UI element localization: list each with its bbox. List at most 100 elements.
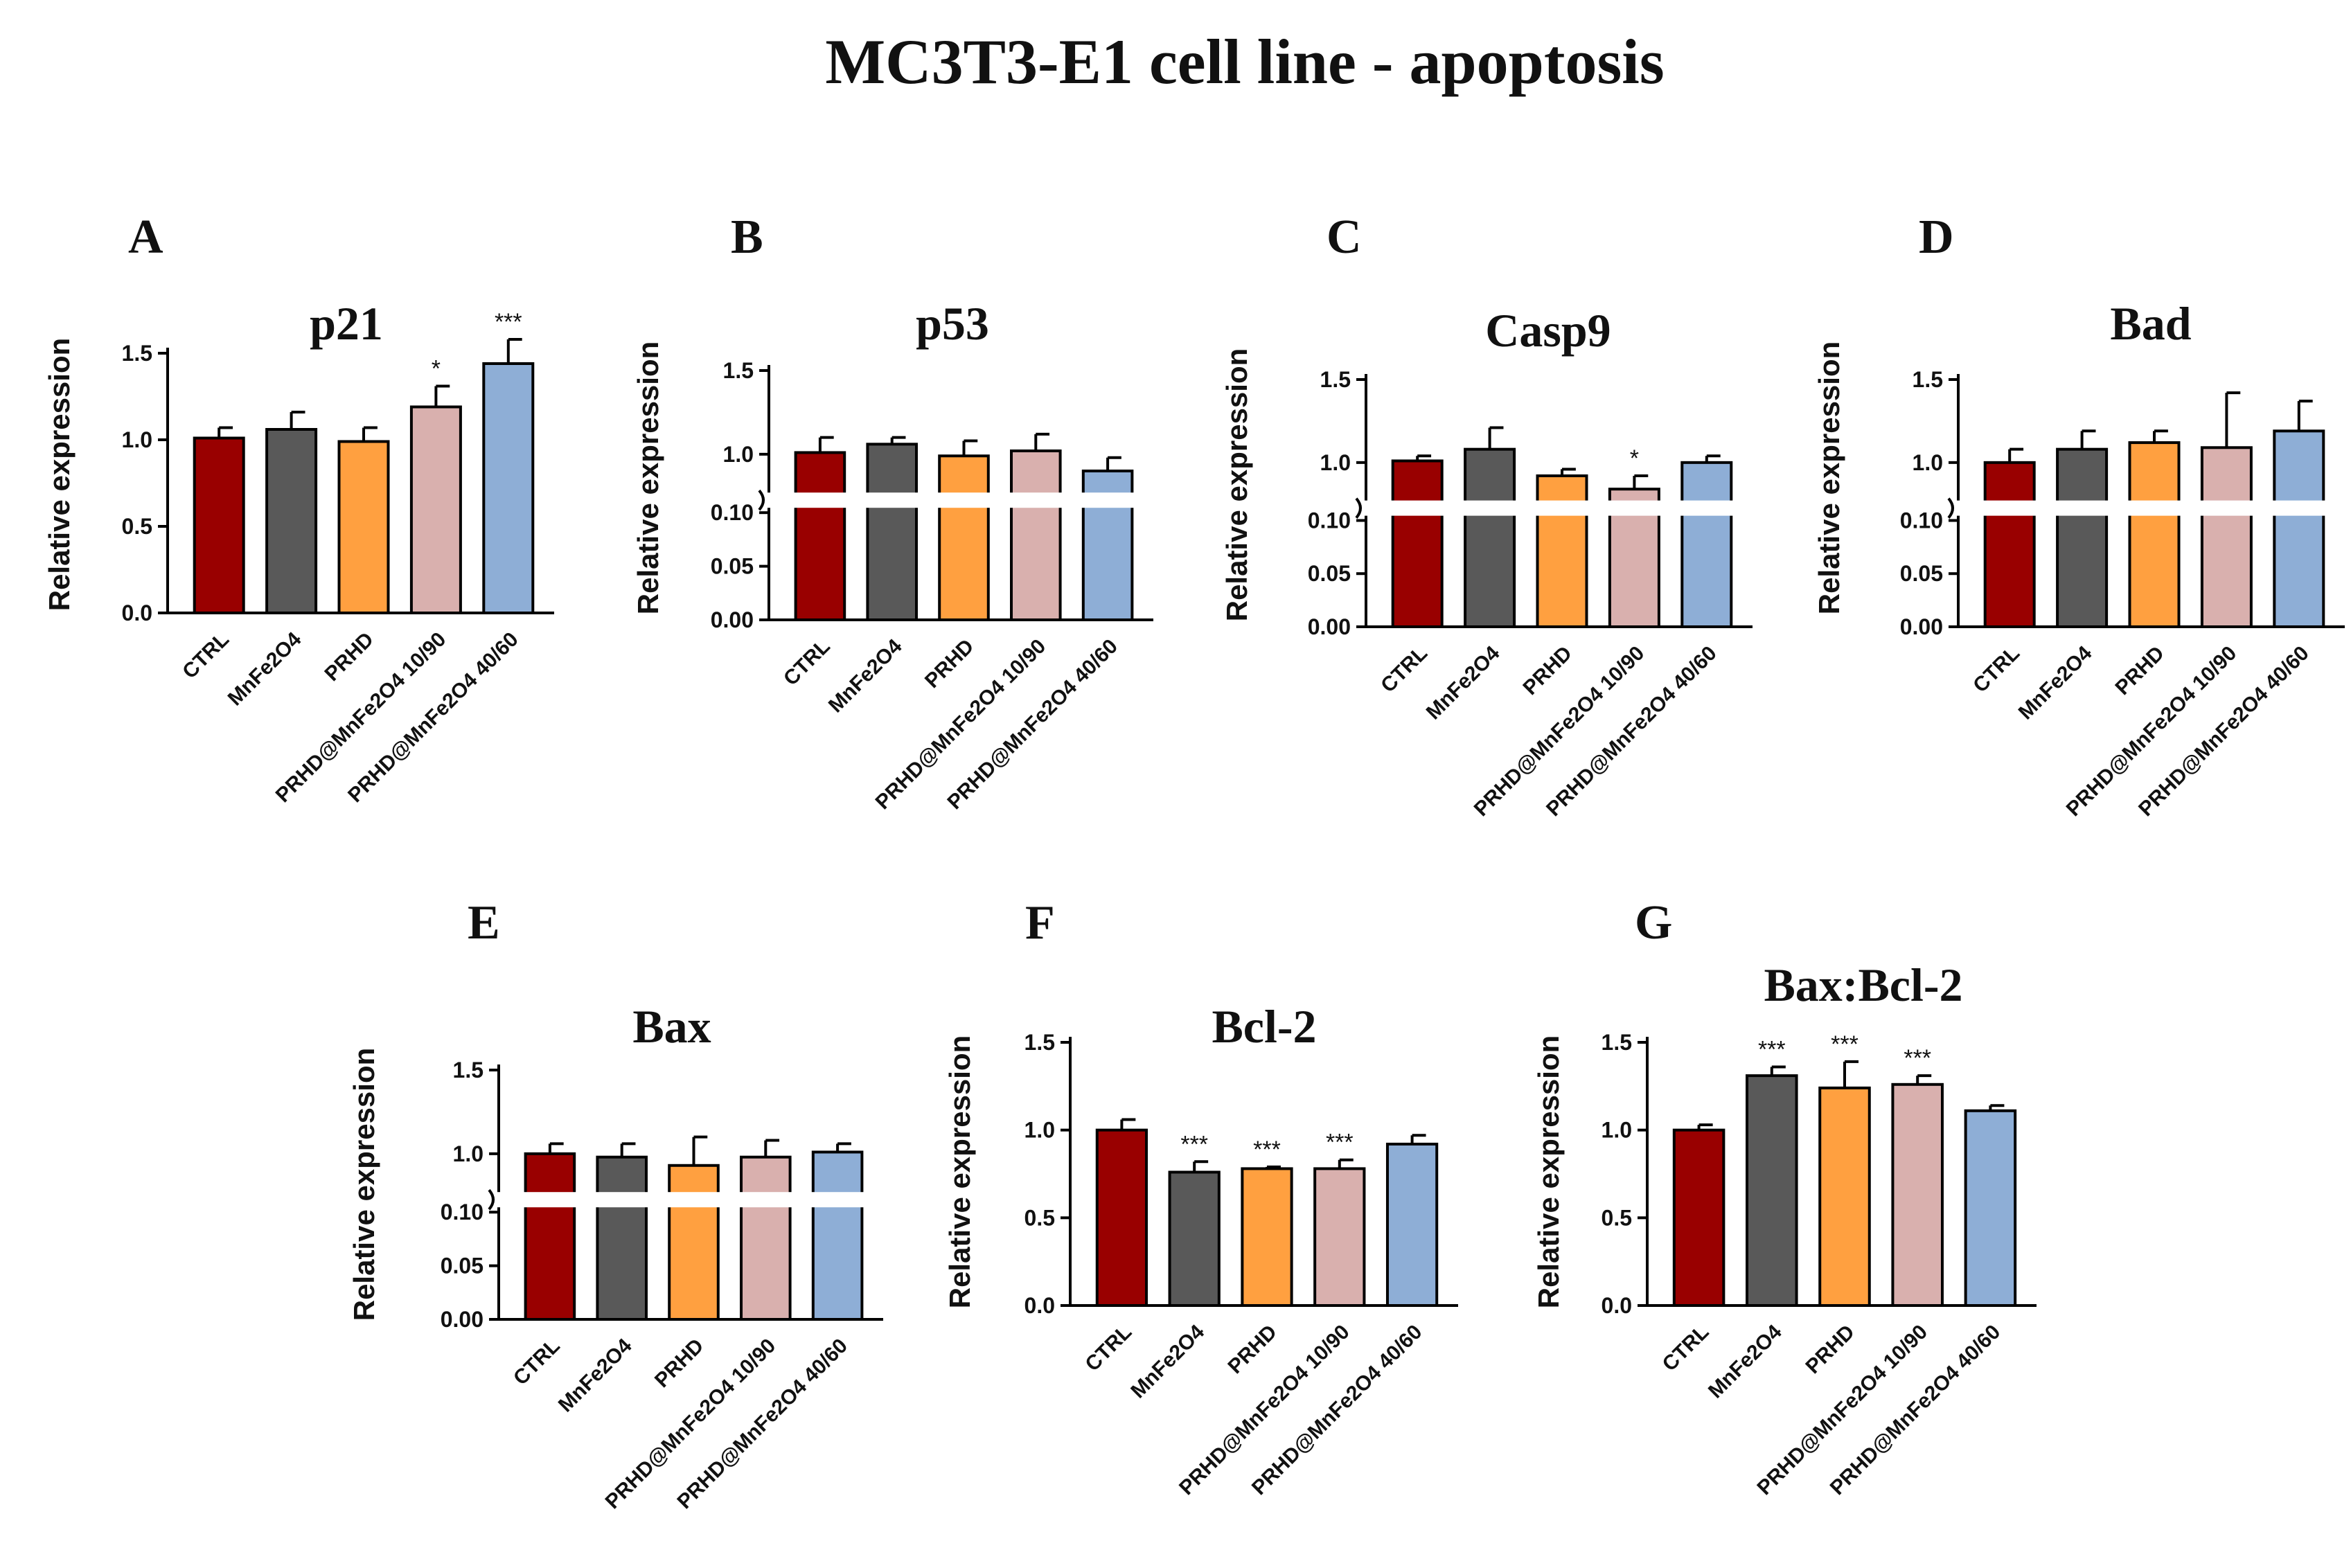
axis-break-mark [1947, 497, 1954, 519]
panel-letter: A [128, 211, 163, 264]
category-label: CTRL [1658, 1321, 1714, 1376]
bar [866, 443, 918, 622]
panel-D: D Bad Relative expression 0.00 0.05 0.10 1.0 1.… [1813, 211, 2351, 821]
category-label: MnFe2O4 [1422, 641, 1505, 724]
bar [938, 454, 990, 621]
panel-G: G Bax:Bcl-2 Relative expression 0.0 0.5 1.0 1.… [1532, 896, 2037, 1499]
axis-break-band [1954, 500, 2351, 516]
bar [1391, 459, 1444, 628]
bar [2128, 441, 2181, 628]
y-tick-label: 1.0 [1602, 1118, 1632, 1143]
category-label: PRHD [2111, 642, 2169, 700]
y-tick-label: 0.10 [711, 500, 754, 525]
category-label: MnFe2O4 [1126, 1320, 1209, 1402]
y-tick-label: 1.5 [1913, 367, 1943, 392]
y-axis-label: Relative expression [943, 1035, 976, 1309]
y-tick-label: 1.0 [1913, 450, 1943, 475]
y-tick-label: 1.5 [453, 1058, 483, 1083]
bar [1964, 1109, 2017, 1308]
y-axis-label: Relative expression [1813, 341, 1845, 615]
bar [1818, 1086, 1871, 1308]
bar [524, 1152, 576, 1321]
significance-label: *** [495, 309, 522, 335]
y-tick-label: 1.5 [723, 358, 754, 383]
y-tick-label: 1.5 [1320, 367, 1351, 392]
axis-break-mark [1355, 497, 1362, 519]
axis-break-mark [488, 1188, 495, 1211]
significance-label: *** [1253, 1137, 1281, 1163]
bar [794, 451, 846, 621]
panel-letter: E [468, 896, 500, 950]
category-label: PRHD [921, 635, 978, 693]
y-tick-label: 0.5 [122, 514, 152, 539]
bar [193, 436, 245, 614]
bar [2056, 447, 2109, 628]
chart-title: p21 [310, 297, 383, 350]
panel-letter: B [731, 211, 763, 264]
main-title: MC3T3-E1 cell line - apoptosis [825, 26, 1664, 97]
category-label: CTRL [1969, 642, 2024, 697]
bar [596, 1155, 648, 1321]
axis-break-mark [758, 489, 765, 511]
significance-label: *** [1326, 1130, 1354, 1156]
bar [409, 405, 462, 614]
category-label: CTRL [509, 1335, 565, 1390]
y-tick-label: 1.0 [1024, 1118, 1055, 1143]
significance-label: *** [1180, 1131, 1208, 1157]
chart-title: Casp9 [1485, 304, 1611, 357]
y-axis-label: Relative expression [348, 1048, 380, 1321]
bar [482, 362, 535, 614]
y-axis-label: Relative expression [632, 341, 664, 615]
y-tick-label: 0.05 [1900, 561, 1943, 586]
chart-title: Bcl-2 [1212, 1000, 1316, 1053]
bar [1983, 461, 2036, 628]
bar [1464, 447, 1516, 628]
category-label: CTRL [178, 628, 233, 684]
bar [1536, 474, 1588, 628]
bar [1746, 1074, 1798, 1307]
y-tick-label: 0.0 [1602, 1293, 1632, 1318]
category-label: PRHD [650, 1335, 708, 1392]
y-axis-label: Relative expression [1532, 1035, 1565, 1309]
y-tick-label: 0.5 [1024, 1205, 1055, 1230]
bar [1891, 1083, 1944, 1308]
y-tick-label: 0.10 [1900, 508, 1943, 533]
panel-letter: G [1635, 896, 1672, 950]
chart-title: Bax [632, 1000, 711, 1053]
y-tick-label: 0.5 [1602, 1205, 1632, 1230]
bar [668, 1164, 720, 1321]
bar [1241, 1167, 1293, 1308]
y-tick-label: 0.00 [1900, 614, 1943, 639]
y-tick-label: 0.00 [711, 607, 754, 632]
category-label: CTRL [1081, 1321, 1136, 1376]
significance-label: *** [1831, 1031, 1858, 1058]
significance-label: *** [1758, 1036, 1786, 1062]
significance-label: *** [1904, 1045, 1931, 1071]
bar [740, 1155, 792, 1321]
y-tick-label: 0.00 [1308, 614, 1351, 639]
axis-break-band [495, 1192, 907, 1208]
panel-letter: F [1025, 896, 1055, 950]
bar [1168, 1170, 1221, 1308]
bar [1680, 461, 1733, 628]
chart-title: Bax:Bcl-2 [1764, 959, 1962, 1011]
category-label: MnFe2O4 [2014, 641, 2097, 724]
y-axis-label: Relative expression [1221, 348, 1253, 622]
y-tick-label: 1.5 [122, 341, 152, 366]
category-label: PRHD [1519, 642, 1577, 700]
y-tick-label: 1.5 [1024, 1030, 1055, 1055]
y-tick-label: 0.05 [441, 1254, 483, 1279]
bar [1672, 1128, 1725, 1307]
bar [337, 440, 390, 614]
y-tick-label: 0.0 [1024, 1293, 1055, 1318]
category-label: CTRL [1376, 642, 1432, 697]
bar [2273, 429, 2325, 628]
bar [1313, 1167, 1366, 1308]
category-label: CTRL [779, 635, 835, 691]
axis-break-band [765, 492, 1177, 508]
y-tick-label: 0.00 [441, 1307, 483, 1332]
bar [2200, 446, 2253, 628]
